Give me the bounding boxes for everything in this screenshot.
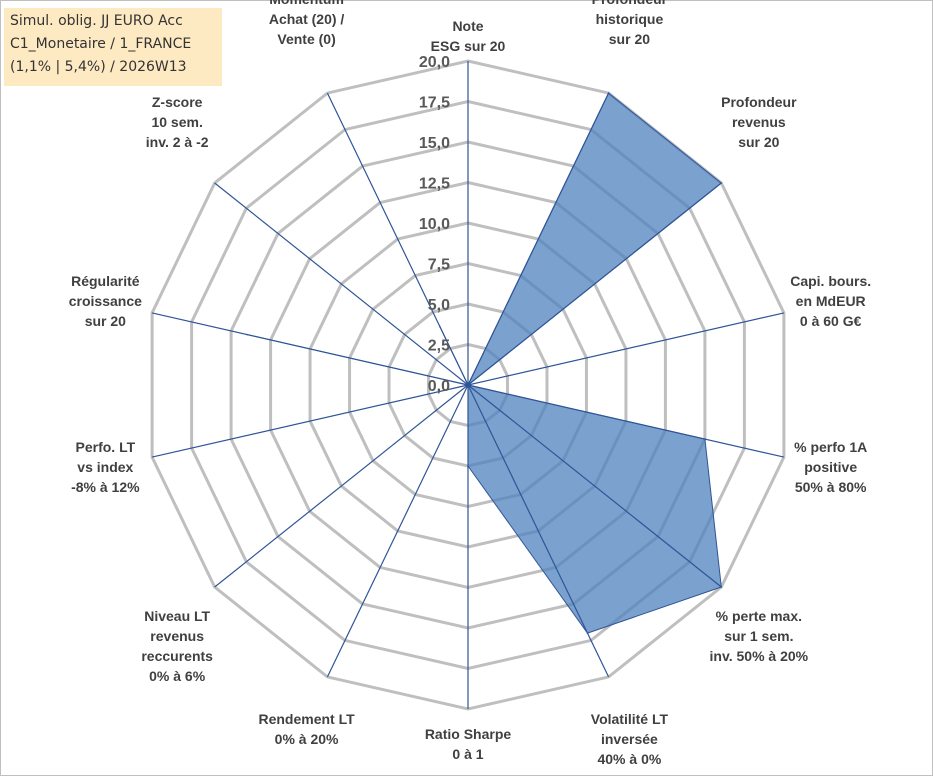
series-area [246,92,723,634]
axis-label-1: Profondeur historique sur 20 [592,0,668,47]
axis-spoke [214,384,469,588]
tick-label: 2,5 [428,338,450,355]
axis-labels: Note ESG sur 20 Profondeur historique sur 20… [69,0,871,767]
axis-spoke [467,182,722,386]
axis-label-7: Ratio Sharpe 0 à 1 [425,726,512,762]
tick-label: 10,0 [419,216,450,233]
axis-spoke [467,384,785,458]
axis-label-line: -8% à 12% [71,479,140,495]
axis-label-line: % perfo 1A [794,439,867,455]
tick-label: 15,0 [419,135,450,152]
axis-label-12: Z-score 10 sem. inv. 2 à -2 [146,94,209,150]
axis-label-line: Momentum [269,0,344,7]
axis-label-line: sur 1 sem. [724,628,793,644]
axis-label-2: Profondeur revenus sur 20 [721,94,797,150]
axis-spoke [467,92,610,386]
axis-spoke [326,384,469,678]
axis-spoke [214,182,469,386]
axis-label-9: Niveau LT revenus reccurents 0% à 6% [141,608,213,684]
axis-label-line: Capi. bours. [790,273,871,289]
axis-label-11: Régularité croissance sur 20 [69,273,142,329]
axis-label-line: sur 20 [609,31,650,47]
axis-label-line: Volatilité LT [591,711,669,727]
axis-label-line: ESG sur 20 [431,38,506,54]
axis-label-4: % perfo 1A positive 50% à 80% [794,439,867,495]
axis-label-line: Régularité [71,273,140,289]
radar-spokes [151,61,785,709]
axis-label-line: 0 à 60 G€ [800,313,862,329]
axis-label-line: 0% à 20% [275,731,339,747]
axis-label-line: Profondeur [592,0,668,7]
tick-label: 0,0 [428,378,450,395]
axis-label-6: Volatilité LT inversée 40% à 0% [591,711,669,767]
axis-label-line: % perte max. [716,608,802,624]
axis-spoke [326,92,469,386]
axis-label-8: Rendement LT 0% à 20% [258,711,355,747]
axis-label-line: vs index [77,459,133,475]
axis-label-line: 40% à 0% [597,751,661,767]
chart-title-box: Simul. oblig. JJ EURO Acc C1_Monetaire /… [4,8,222,86]
axis-label-line: 0 à 1 [452,746,483,762]
axis-label-line: Perfo. LT [76,439,136,455]
axis-label-line: Vente (0) [277,31,335,47]
title-line-3: (1,1% | 5,4%) / 2026W13 [10,59,187,75]
axis-label-line: 50% à 80% [795,479,867,495]
series-layer [246,92,723,634]
axis-label-3: Capi. bours. en MdEUR 0 à 60 G€ [790,273,871,329]
axis-label-line: sur 20 [85,313,126,329]
axis-label-line: croissance [69,293,142,309]
tick-label: 7,5 [428,257,450,274]
radial-tick-labels: 0,0 2,5 5,0 7,5 10,0 12,5 15,0 17,5 20,0 [419,54,450,395]
axis-label-line: 0% à 6% [149,668,206,684]
axis-spoke [467,312,785,386]
axis-label-line: Profondeur [721,94,797,110]
axis-label-line: Rendement LT [258,711,355,727]
axis-spoke [467,384,610,678]
axis-label-line: revenus [150,628,204,644]
axis-label-10: Perfo. LT vs index -8% à 12% [71,439,140,495]
title-line-1: Simul. oblig. JJ EURO Acc [10,13,183,29]
axis-label-5: % perte max. sur 1 sem. inv. 50% à 20% [710,608,809,664]
axis-label-line: revenus [732,114,786,130]
axis-spoke [151,384,469,458]
axis-label-0: Note ESG sur 20 [431,18,506,54]
axis-spoke [467,384,722,588]
tick-label: 12,5 [419,176,450,193]
axis-label-line: inv. 50% à 20% [710,648,809,664]
axis-label-line: inv. 2 à -2 [146,134,209,150]
axis-label-line: Note [452,18,483,34]
title-line-2: C1_Monetaire / 1_FRANCE [10,36,192,52]
axis-label-line: Niveau LT [144,608,210,624]
axis-label-line: reccurents [141,648,213,664]
axis-spoke [151,312,469,386]
axis-label-line: historique [596,11,664,27]
axis-label-13: Momentum Achat (20) / Vente (0) [269,0,345,47]
axis-label-line: 10 sem. [151,114,202,130]
axis-label-line: Achat (20) / [269,11,345,27]
axis-label-line: positive [804,459,857,475]
axis-label-line: sur 20 [738,134,779,150]
axis-label-line: Ratio Sharpe [425,726,512,742]
tick-label: 17,5 [419,95,450,112]
axis-label-line: en MdEUR [796,293,866,309]
tick-label: 20,0 [419,54,450,71]
axis-label-line: Z-score [152,94,203,110]
tick-label: 5,0 [428,297,450,314]
axis-label-line: inversée [601,731,658,747]
